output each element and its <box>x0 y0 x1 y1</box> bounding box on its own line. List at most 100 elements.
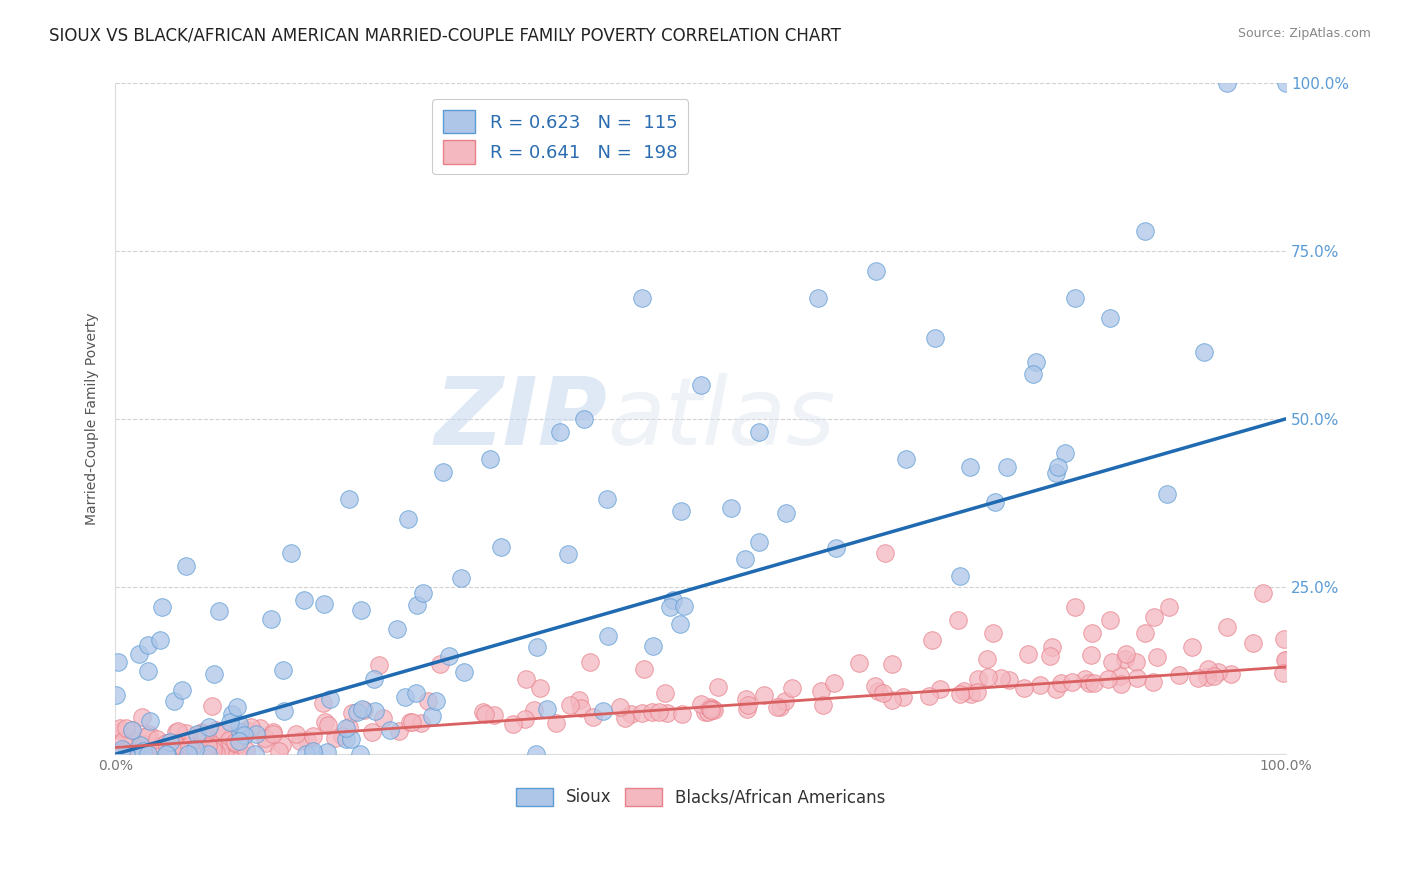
Sioux <box>734 552 756 566</box>
Blacks/African Americans <box>863 679 886 693</box>
Blacks/African Americans <box>966 684 988 698</box>
Blacks/African Americans <box>1202 669 1225 683</box>
Blacks/African Americans <box>1115 647 1137 661</box>
Blacks/African Americans <box>221 729 243 743</box>
Sioux <box>720 500 742 515</box>
Blacks/African Americans <box>1040 640 1063 654</box>
Blacks/African Americans <box>1251 586 1274 600</box>
Sioux <box>319 691 342 706</box>
Blacks/African Americans <box>163 736 186 750</box>
Sioux <box>865 264 887 278</box>
Blacks/African Americans <box>648 705 671 719</box>
Blacks/African Americans <box>949 687 972 701</box>
Blacks/African Americans <box>131 710 153 724</box>
Sioux <box>439 648 461 663</box>
Blacks/African Americans <box>253 731 276 745</box>
Blacks/African Americans <box>254 736 277 750</box>
Sioux <box>128 739 150 753</box>
Blacks/African Americans <box>193 726 215 740</box>
Sioux <box>316 745 339 759</box>
Blacks/African Americans <box>707 681 730 695</box>
Blacks/African Americans <box>235 723 257 737</box>
Blacks/African Americans <box>399 714 422 729</box>
Blacks/African Americans <box>1272 632 1295 646</box>
Blacks/African Americans <box>918 689 941 703</box>
Blacks/African Americans <box>205 723 228 738</box>
Blacks/African Americans <box>848 656 870 670</box>
Sioux <box>159 735 181 749</box>
Sioux <box>453 665 475 680</box>
Blacks/African Americans <box>111 744 134 758</box>
Sioux <box>924 331 946 345</box>
Sioux <box>163 693 186 707</box>
Blacks/African Americans <box>205 747 228 761</box>
Blacks/African Americans <box>160 746 183 760</box>
Sioux <box>302 747 325 762</box>
Blacks/African Americans <box>981 626 1004 640</box>
Sioux <box>659 599 682 614</box>
Y-axis label: Married-Couple Family Poverty: Married-Couple Family Poverty <box>86 312 100 525</box>
Blacks/African Americans <box>176 741 198 756</box>
Text: atlas: atlas <box>607 374 835 465</box>
Blacks/African Americans <box>191 729 214 743</box>
Blacks/African Americans <box>515 672 537 686</box>
Blacks/African Americans <box>769 699 792 714</box>
Blacks/African Americans <box>1060 674 1083 689</box>
Sioux <box>524 747 547 762</box>
Blacks/African Americans <box>810 684 832 698</box>
Blacks/African Americans <box>671 706 693 721</box>
Sioux <box>1099 311 1122 326</box>
Sioux <box>170 683 193 698</box>
Sioux <box>111 742 134 756</box>
Blacks/African Americans <box>165 738 187 752</box>
Sioux <box>1135 224 1157 238</box>
Sioux <box>139 714 162 728</box>
Blacks/African Americans <box>1206 665 1229 680</box>
Blacks/African Americans <box>1216 620 1239 634</box>
Sioux <box>394 690 416 704</box>
Sioux <box>405 599 427 613</box>
Blacks/African Americans <box>633 662 655 676</box>
Blacks/African Americans <box>544 715 567 730</box>
Blacks/African Americans <box>866 684 889 698</box>
Blacks/African Americans <box>111 734 134 748</box>
Blacks/African Americans <box>737 698 759 712</box>
Blacks/African Americans <box>946 613 969 627</box>
Sioux <box>177 747 200 762</box>
Blacks/African Americans <box>928 681 950 696</box>
Blacks/African Americans <box>1143 610 1166 624</box>
Blacks/African Americans <box>766 700 789 714</box>
Blacks/African Americans <box>782 681 804 695</box>
Blacks/African Americans <box>700 703 723 717</box>
Sioux <box>689 378 711 392</box>
Blacks/African Americans <box>401 714 423 729</box>
Blacks/African Americans <box>155 736 177 750</box>
Sioux <box>233 728 256 742</box>
Sioux <box>138 747 160 762</box>
Blacks/African Americans <box>191 725 214 739</box>
Blacks/African Americans <box>226 746 249 760</box>
Blacks/African Americans <box>214 725 236 739</box>
Sioux <box>104 688 127 702</box>
Blacks/African Americans <box>1197 670 1219 684</box>
Sioux <box>396 512 419 526</box>
Sioux <box>668 616 690 631</box>
Blacks/African Americans <box>288 734 311 748</box>
Blacks/African Americans <box>1109 669 1132 683</box>
Sioux <box>174 559 197 574</box>
Blacks/African Americans <box>224 735 246 749</box>
Blacks/African Americans <box>1097 673 1119 687</box>
Sioux <box>302 744 325 758</box>
Blacks/African Americans <box>921 633 943 648</box>
Blacks/African Americans <box>285 727 308 741</box>
Sioux <box>662 592 685 607</box>
Sioux <box>186 727 208 741</box>
Sioux <box>314 597 336 611</box>
Blacks/African Americans <box>162 743 184 757</box>
Blacks/African Americans <box>1045 681 1067 696</box>
Sioux <box>748 535 770 549</box>
Blacks/African Americans <box>1101 655 1123 669</box>
Sioux <box>208 604 231 618</box>
Blacks/African Americans <box>239 721 262 735</box>
Blacks/African Americans <box>131 737 153 751</box>
